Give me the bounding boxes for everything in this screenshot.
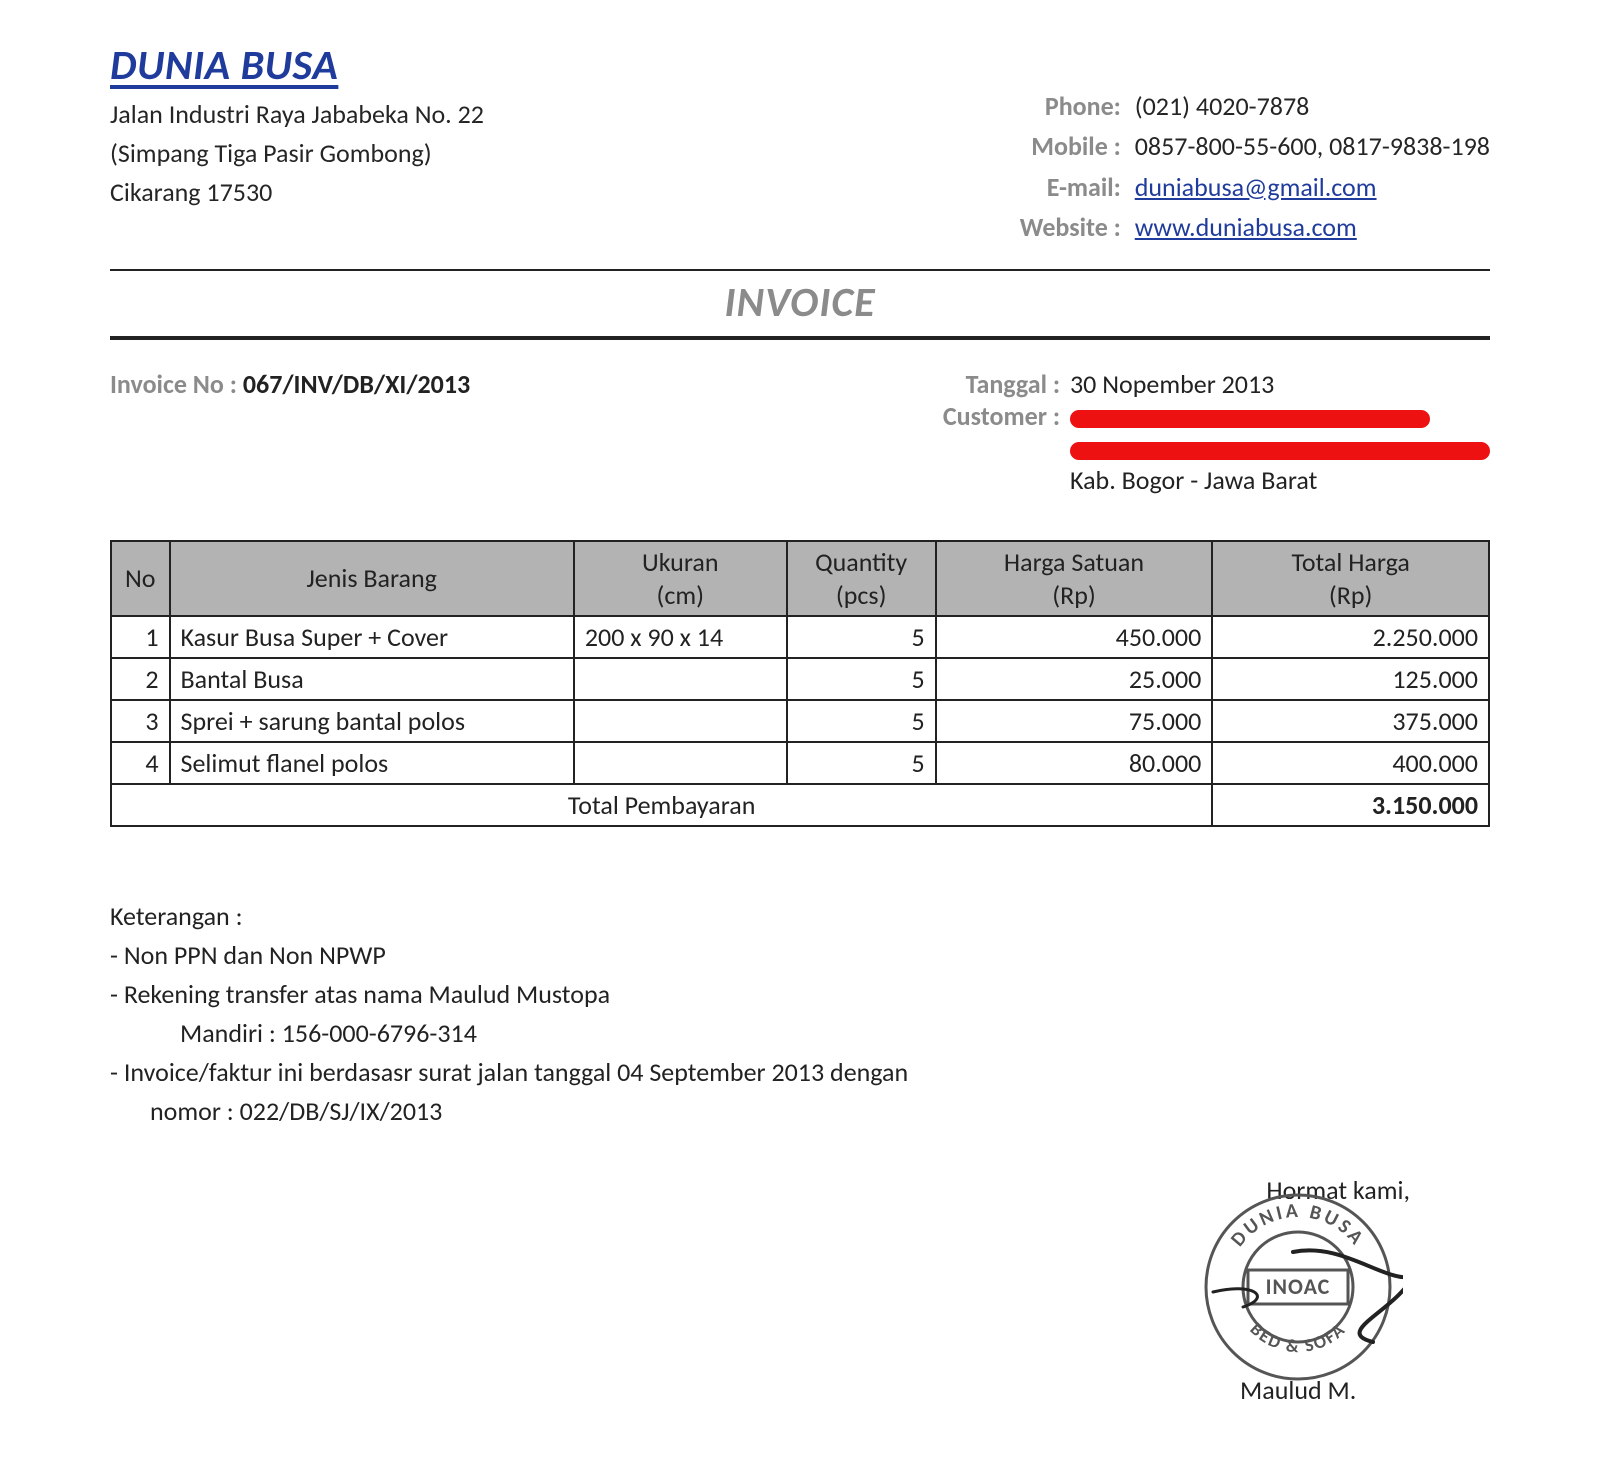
date-row: Tanggal : 30 Nopember 2013 bbox=[910, 368, 1490, 400]
customer-row: Customer : bbox=[910, 400, 1490, 432]
date-label: Tanggal : bbox=[910, 368, 1060, 400]
invoice-no-label: Invoice No : bbox=[110, 368, 237, 400]
phone-label: Phone: bbox=[1001, 86, 1121, 126]
cell-item: Selimut flanel polos bbox=[170, 742, 574, 784]
cell-total: 2.250.000 bbox=[1212, 616, 1489, 658]
note-line: - Rekening transfer atas nama Maulud Mus… bbox=[110, 975, 1490, 1014]
website-label: Website : bbox=[1001, 207, 1121, 247]
customer-redacted-2 bbox=[1070, 432, 1490, 464]
table-head: No Jenis Barang Ukuran(cm) Quantity(pcs)… bbox=[111, 541, 1489, 616]
phone-value: (021) 4020-7878 bbox=[1135, 90, 1310, 122]
address-line-2: (Simpang Tiga Pasir Gombong) bbox=[110, 134, 484, 173]
cell-unit: 80.000 bbox=[936, 742, 1213, 784]
total-row: Total Pembayaran 3.150.000 bbox=[111, 784, 1489, 826]
customer-row-2 bbox=[910, 432, 1490, 464]
cell-qty: 5 bbox=[787, 616, 936, 658]
svg-text:DUNIA BUSA: DUNIA BUSA bbox=[1226, 1199, 1370, 1252]
note-line: - Non PPN dan Non NPWP bbox=[110, 936, 1490, 975]
contact-email: E-mail: duniabusa@gmail.com bbox=[1001, 167, 1490, 207]
total-label: Total Pembayaran bbox=[111, 784, 1212, 826]
address-line-3: Cikarang 17530 bbox=[110, 173, 484, 212]
col-no: No bbox=[111, 541, 170, 616]
notes-block: Keterangan : - Non PPN dan Non NPWP - Re… bbox=[110, 897, 1490, 1131]
svg-text:BED & SOFA: BED & SOFA bbox=[1246, 1318, 1351, 1358]
col-unit: Harga Satuan(Rp) bbox=[936, 541, 1213, 616]
invoice-no-value: 067/INV/DB/XI/2013 bbox=[243, 368, 470, 400]
contact-website: Website : www.duniabusa.com bbox=[1001, 207, 1490, 247]
contact-phone: Phone: (021) 4020-7878 bbox=[1001, 86, 1490, 126]
cell-qty: 5 bbox=[787, 700, 936, 742]
customer-region-row: Kab. Bogor - Jawa Barat bbox=[910, 464, 1490, 496]
invoice-page: DUNIA BUSA Jalan Industri Raya Jababeka … bbox=[0, 0, 1600, 1476]
company-name: DUNIA BUSA bbox=[110, 40, 484, 91]
stamp-icon: DUNIA BUSA BED & SOFA INOAC bbox=[1193, 1182, 1403, 1392]
cell-unit: 75.000 bbox=[936, 700, 1213, 742]
redaction-bar-1 bbox=[1070, 410, 1430, 428]
meta-block: Invoice No : 067/INV/DB/XI/2013 Tanggal … bbox=[110, 340, 1490, 514]
mobile-label: Mobile : bbox=[1001, 126, 1121, 166]
cell-no: 4 bbox=[111, 742, 170, 784]
cell-item: Bantal Busa bbox=[170, 658, 574, 700]
company-stamp: DUNIA BUSA BED & SOFA INOAC bbox=[1193, 1182, 1403, 1392]
table-row: 3 Sprei + sarung bantal polos 5 75.000 3… bbox=[111, 700, 1489, 742]
col-qty: Quantity(pcs) bbox=[787, 541, 936, 616]
customer-label: Customer : bbox=[910, 400, 1060, 432]
note-line-indent: nomor : 022/DB/SJ/IX/2013 bbox=[150, 1092, 1490, 1131]
table-row: 2 Bantal Busa 5 25.000 125.000 bbox=[111, 658, 1489, 700]
cell-size: 200 x 90 x 14 bbox=[574, 616, 787, 658]
table-row: 4 Selimut flanel polos 5 80.000 400.000 bbox=[111, 742, 1489, 784]
address-line-1: Jalan Industri Raya Jababeka No. 22 bbox=[110, 95, 484, 134]
svg-text:INOAC: INOAC bbox=[1266, 1273, 1331, 1300]
mobile-value: 0857-800-55-600, 0817-9838-198 bbox=[1135, 130, 1490, 162]
contact-mobile: Mobile : 0857-800-55-600, 0817-9838-198 bbox=[1001, 126, 1490, 166]
col-item: Jenis Barang bbox=[170, 541, 574, 616]
table-row: 1 Kasur Busa Super + Cover 200 x 90 x 14… bbox=[111, 616, 1489, 658]
invoice-number: Invoice No : 067/INV/DB/XI/2013 bbox=[110, 368, 470, 496]
items-table: No Jenis Barang Ukuran(cm) Quantity(pcs)… bbox=[110, 540, 1490, 827]
cell-qty: 5 bbox=[787, 658, 936, 700]
email-label: E-mail: bbox=[1001, 167, 1121, 207]
notes-heading: Keterangan : bbox=[110, 897, 1490, 936]
company-block: DUNIA BUSA Jalan Industri Raya Jababeka … bbox=[110, 40, 484, 247]
cell-total: 125.000 bbox=[1212, 658, 1489, 700]
col-total: Total Harga(Rp) bbox=[1212, 541, 1489, 616]
email-link[interactable]: duniabusa@gmail.com bbox=[1135, 171, 1377, 203]
meta-right: Tanggal : 30 Nopember 2013 Customer : Ka… bbox=[910, 368, 1490, 496]
note-line-indent: Mandiri : 156-000-6796-314 bbox=[180, 1014, 1490, 1053]
cell-size bbox=[574, 742, 787, 784]
cell-qty: 5 bbox=[787, 742, 936, 784]
cell-no: 1 bbox=[111, 616, 170, 658]
header: DUNIA BUSA Jalan Industri Raya Jababeka … bbox=[110, 40, 1490, 259]
customer-redacted-1 bbox=[1070, 400, 1430, 432]
signature-block: Hormat kami, DUNIA BUSA BED & SOFA INOAC bbox=[1186, 1174, 1410, 1406]
cell-no: 2 bbox=[111, 658, 170, 700]
col-size: Ukuran(cm) bbox=[574, 541, 787, 616]
cell-item: Sprei + sarung bantal polos bbox=[170, 700, 574, 742]
cell-no: 3 bbox=[111, 700, 170, 742]
cell-unit: 450.000 bbox=[936, 616, 1213, 658]
cell-item: Kasur Busa Super + Cover bbox=[170, 616, 574, 658]
cell-unit: 25.000 bbox=[936, 658, 1213, 700]
website-link[interactable]: www.duniabusa.com bbox=[1135, 211, 1357, 243]
date-value: 30 Nopember 2013 bbox=[1070, 368, 1274, 400]
document-title: INVOICE bbox=[110, 271, 1490, 336]
contact-block: Phone: (021) 4020-7878 Mobile : 0857-800… bbox=[1001, 40, 1490, 247]
cell-total: 400.000 bbox=[1212, 742, 1489, 784]
cell-size bbox=[574, 658, 787, 700]
total-value: 3.150.000 bbox=[1212, 784, 1489, 826]
table-body: 1 Kasur Busa Super + Cover 200 x 90 x 14… bbox=[111, 616, 1489, 826]
redaction-bar-2 bbox=[1070, 442, 1490, 460]
customer-region: Kab. Bogor - Jawa Barat bbox=[1070, 464, 1317, 496]
cell-size bbox=[574, 700, 787, 742]
cell-total: 375.000 bbox=[1212, 700, 1489, 742]
note-line: - Invoice/faktur ini berdasasr surat jal… bbox=[110, 1053, 1490, 1092]
